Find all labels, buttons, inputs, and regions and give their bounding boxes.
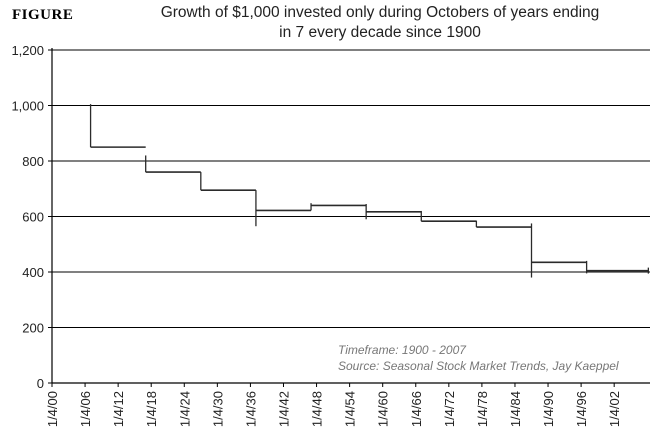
chart-title-line-2: in 7 every decade since 1900 [279,24,481,41]
y-tick-label: 0 [37,376,44,391]
y-tick-label: 200 [22,321,44,336]
x-tick-label: 1/4/18 [144,391,159,427]
x-tick-label: 1/4/72 [442,391,457,427]
timeframe-annotation: Timeframe: 1900 - 2007 [338,343,467,357]
x-tick-label: 1/4/60 [376,391,391,427]
x-tick-label: 1/4/66 [409,391,424,427]
chart-title-line-1: Growth of $1,000 invested only during Oc… [160,4,600,21]
growth-series [89,104,649,278]
x-tick-label: 1/4/42 [276,391,291,427]
x-tick-label: 1/4/78 [475,391,490,427]
y-tick-label: 1,000 [11,99,44,114]
y-tick-label: 600 [22,210,44,225]
figure-label: FIGURE [12,7,74,23]
x-tick-label: 1/4/96 [574,391,589,427]
y-axis-tick-labels: 0 200 400 600 800 1,000 1,200 [11,43,44,391]
y-tick-label: 400 [22,265,44,280]
x-axis-tick-labels: 1/4/00 1/4/06 1/4/12 1/4/18 1/4/24 1/4/30 1/4/… [45,391,622,427]
chart-title: Growth of $1,000 invested only during Oc… [100,3,652,43]
x-tick-label: 1/4/02 [607,391,622,427]
x-tick-label: 1/4/06 [78,391,93,427]
x-tick-label: 1/4/30 [210,391,225,427]
x-tick-label: 1/4/54 [343,391,358,427]
x-tick-label: 1/4/36 [243,391,258,427]
x-tick-label: 1/4/90 [541,391,556,427]
y-tick-label: 800 [22,154,44,169]
x-tick-label: 1/4/48 [310,391,325,427]
x-tick-label: 1/4/00 [45,391,60,427]
gridlines [52,49,650,328]
source-annotation: Source: Seasonal Stock Market Trends, Ja… [338,359,619,373]
x-tick-label: 1/4/84 [508,391,523,427]
x-tick-label: 1/4/24 [177,391,192,427]
x-tick-label: 1/4/12 [111,391,126,427]
y-tick-label: 1,200 [11,43,44,58]
axes [48,48,650,387]
